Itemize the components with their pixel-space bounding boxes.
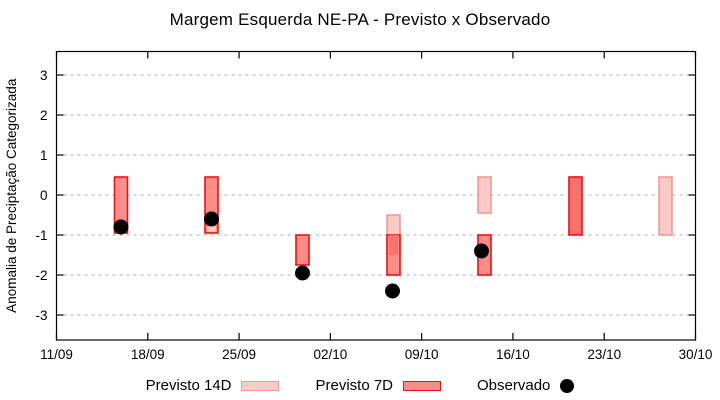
y-tick-label: 0 <box>40 188 48 203</box>
x-tick-label: 25/09 <box>222 347 256 362</box>
legend-label-previsto-14d: Previsto 14D <box>145 377 232 394</box>
bar-previsto-14d <box>477 176 492 214</box>
bar-previsto-overlap <box>568 176 583 236</box>
legend-item-observado: Observado <box>477 377 575 394</box>
plot-border <box>55 50 697 341</box>
chart-legend: Previsto 14D Previsto 7D Observado <box>0 377 720 394</box>
x-tick-label: 11/09 <box>40 347 73 362</box>
x-tick-label: 23/10 <box>587 347 621 362</box>
legend-label-observado: Observado <box>477 377 551 394</box>
y-tick-label: -2 <box>35 268 47 283</box>
x-tick-label: 30/10 <box>679 347 713 362</box>
observed-dot <box>204 211 219 227</box>
y-tick-label: 2 <box>40 108 48 123</box>
bar-previsto-14d-segment <box>207 226 216 232</box>
previsto-7d-swatch-icon <box>403 380 442 391</box>
x-tick-label: 09/10 <box>405 347 439 362</box>
legend-label-previsto-7d: Previsto 7D <box>315 377 394 394</box>
previsto-14d-swatch-icon <box>241 380 280 391</box>
legend-item-previsto-14d: Previsto 14D <box>146 377 280 394</box>
legend-item-previsto-7d: Previsto 7D <box>315 377 442 394</box>
x-tick-label: 16/10 <box>496 347 530 362</box>
bar-previsto-7d <box>295 234 310 266</box>
x-tick-label: 18/09 <box>131 347 165 362</box>
observed-dot <box>295 265 310 281</box>
bar-previsto-overlap-segment <box>389 235 398 255</box>
observed-dot <box>113 219 129 235</box>
y-tick-label: -3 <box>35 308 47 323</box>
y-tick-label: 1 <box>40 148 48 163</box>
observed-dot <box>385 283 400 299</box>
y-axis-label: Anomalia de Preciptação Categorizada <box>4 78 19 313</box>
chart-title: Margem Esquerda NE-PA - Previsto x Obser… <box>169 10 551 29</box>
bar-previsto-14d <box>658 176 673 236</box>
observed-dot <box>474 243 489 259</box>
y-tick-label: 3 <box>40 68 48 83</box>
y-tick-label: -1 <box>35 228 47 243</box>
observado-dot-icon <box>560 378 575 393</box>
x-tick-label: 02/10 <box>313 347 347 362</box>
